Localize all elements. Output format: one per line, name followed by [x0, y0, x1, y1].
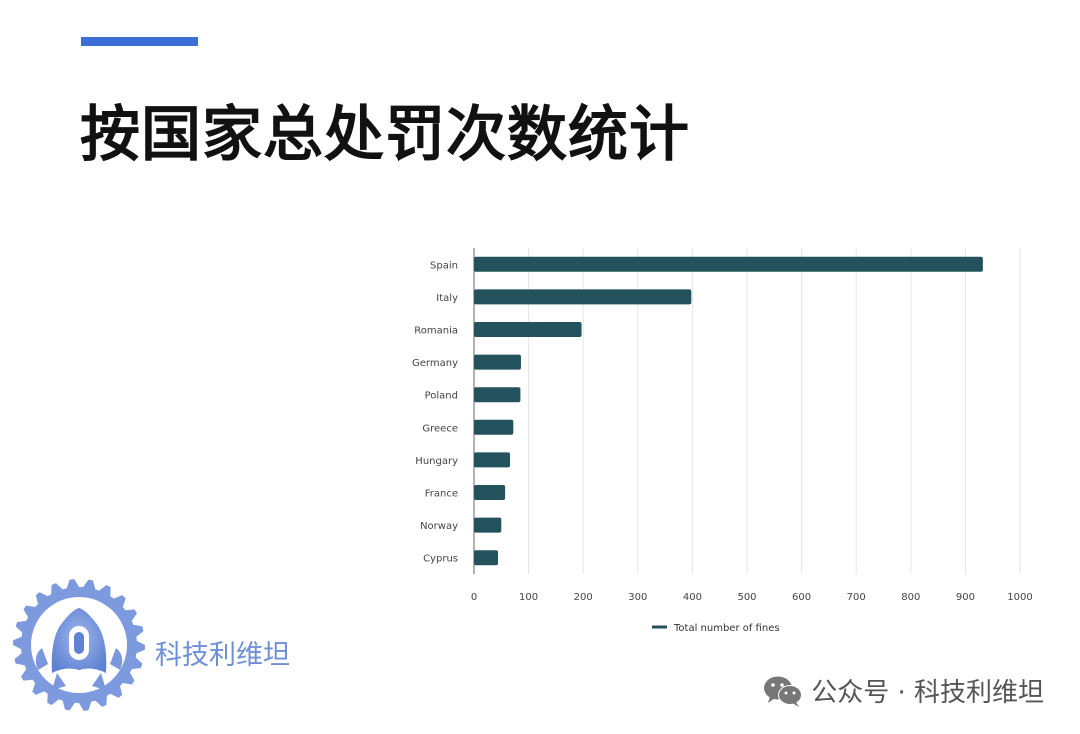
title-accent-bar [81, 37, 198, 46]
y-tick-label: France [425, 489, 458, 500]
bar [474, 289, 692, 305]
y-tick-label: Greece [422, 423, 458, 434]
wechat-icon [764, 676, 803, 707]
y-tick-label: Poland [425, 391, 458, 402]
x-tick-label: 500 [737, 592, 756, 603]
y-tick-label: Italy [436, 293, 458, 304]
bar [474, 419, 514, 435]
bar [474, 517, 502, 533]
brand-logo [12, 578, 146, 712]
x-tick-label: 300 [628, 592, 647, 603]
bar [474, 387, 521, 403]
x-tick-label: 800 [901, 592, 920, 603]
bar [474, 322, 582, 337]
brand-name: 科技利维坦 [155, 640, 290, 671]
y-tick-label: Spain [430, 260, 458, 271]
x-tick-label: 200 [574, 592, 593, 603]
y-tick-label: Hungary [415, 456, 458, 467]
y-tick-label: Romania [414, 326, 458, 337]
bar [474, 256, 983, 272]
y-tick-label: Cyprus [423, 554, 458, 565]
x-tick-label: 100 [519, 592, 538, 603]
x-tick-label: 900 [956, 592, 975, 603]
bar [474, 354, 521, 370]
legend-label: Total number of fines [673, 623, 780, 634]
x-tick-label: 0 [471, 592, 477, 603]
bar [474, 485, 506, 500]
footer-text: 公众号 · 科技利维坦 [811, 678, 1044, 708]
bar [474, 452, 511, 468]
bar [474, 550, 499, 566]
footer-watermark: 公众号 · 科技利维坦 [763, 672, 1044, 709]
y-tick-label: Germany [412, 358, 458, 369]
x-tick-label: 400 [683, 592, 702, 603]
x-tick-label: 700 [847, 592, 866, 603]
y-tick-label: Norway [420, 521, 458, 532]
slide-title: 按国家总处罚次数统计 [80, 100, 690, 170]
x-tick-label: 1000 [1007, 592, 1032, 603]
x-tick-label: 600 [792, 592, 811, 603]
gear-monster-icon [13, 579, 145, 711]
